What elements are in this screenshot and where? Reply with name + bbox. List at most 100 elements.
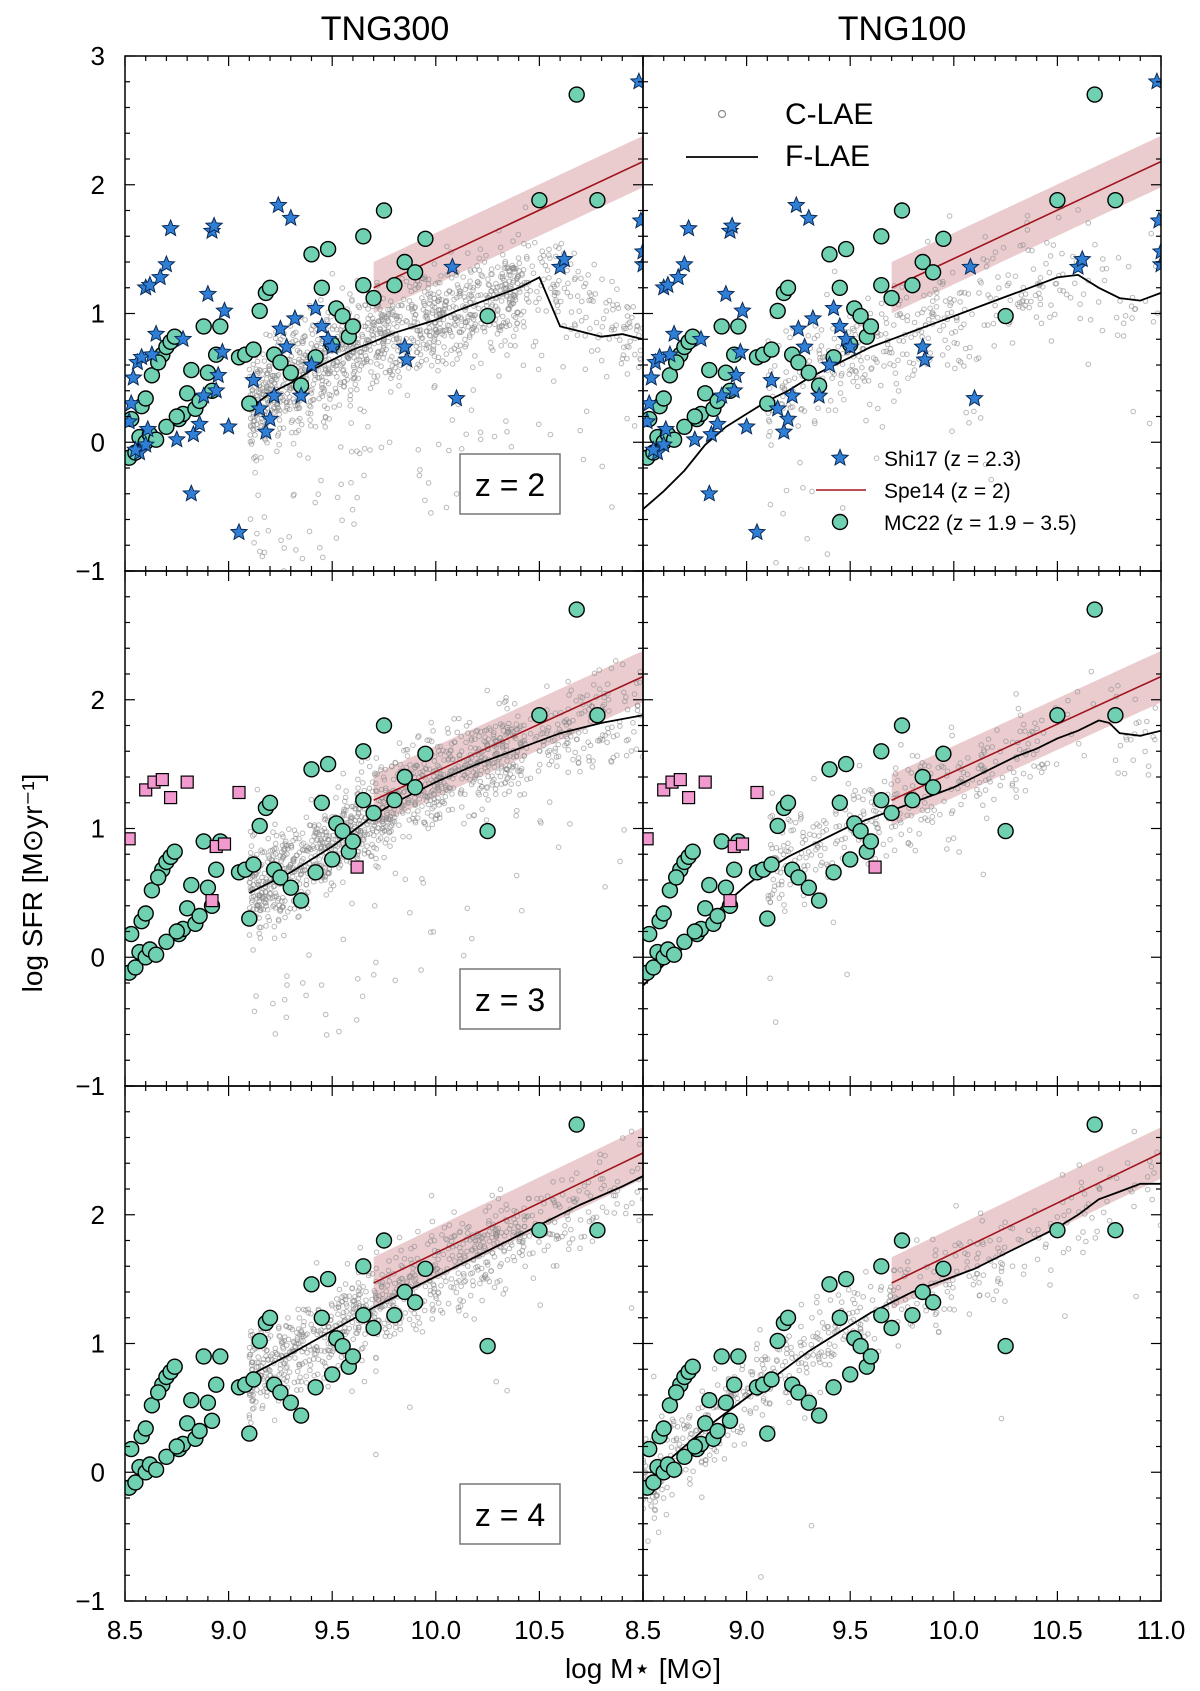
c-lae-point <box>310 381 317 388</box>
c-lae-point <box>769 790 776 796</box>
c-lae-point <box>989 771 996 777</box>
c-lae-point <box>787 404 794 411</box>
c-lae-point <box>772 363 778 369</box>
c-lae-point <box>437 743 444 750</box>
mc22-point <box>158 933 175 950</box>
c-lae-point <box>790 827 797 833</box>
c-lae-point <box>277 425 283 432</box>
spe14-line <box>891 675 1161 801</box>
shi17-point <box>1147 71 1161 90</box>
c-lae-point <box>994 727 1000 733</box>
mc22-point <box>676 933 693 950</box>
mc22-point <box>143 1397 161 1414</box>
c-lae-point <box>803 854 809 861</box>
mc22-point <box>1049 707 1066 724</box>
c-lae-point <box>330 1348 336 1355</box>
c-lae-point <box>423 798 430 804</box>
c-lae-point <box>534 288 540 295</box>
c-lae-point <box>545 1243 551 1249</box>
c-lae-point <box>499 742 506 748</box>
c-lae-point <box>577 427 584 434</box>
c-lae-point <box>576 729 582 736</box>
c-lae-point <box>246 1344 253 1351</box>
c-lae-point <box>254 786 261 793</box>
c-lae-point <box>925 316 932 323</box>
mc22-point <box>168 408 186 425</box>
c-lae-point <box>350 362 357 369</box>
c-lae-point <box>485 281 492 288</box>
mc22-point <box>883 804 900 822</box>
c-lae-point <box>340 360 347 366</box>
c-lae-point <box>513 721 520 728</box>
mc22-point <box>386 277 403 294</box>
x-tick-label: 10.5 <box>514 1615 565 1645</box>
c-lae-point <box>344 354 351 361</box>
c-lae-point <box>476 791 482 798</box>
c-lae-point <box>338 444 344 450</box>
c-lae-point <box>566 720 573 726</box>
c-lae-point <box>906 827 913 834</box>
c-lae-point <box>435 441 442 448</box>
c-lae-point <box>625 736 632 743</box>
c-lae-point <box>444 272 450 278</box>
c-lae-point <box>375 864 381 870</box>
shi17-point <box>633 254 643 273</box>
c-lae-point <box>251 540 257 546</box>
c-lae-point <box>443 504 450 511</box>
c-lae-point <box>506 1226 513 1232</box>
mc22-point <box>406 264 424 281</box>
c-lae-point <box>304 1350 310 1356</box>
c-lae-point <box>396 822 402 829</box>
x-axis-label: log M⋆ [M⊙] <box>565 1653 721 1684</box>
c-lae-point <box>459 1220 466 1227</box>
c-lae-point <box>1048 302 1054 308</box>
c-lae-point <box>606 336 612 342</box>
mc22-point <box>375 717 393 734</box>
c-lae-point <box>246 1415 253 1421</box>
c-lae-point <box>544 749 551 756</box>
c-lae-point <box>624 303 630 310</box>
c-lae-point <box>424 810 431 816</box>
c-lae-point <box>1046 269 1053 276</box>
c-lae-point <box>349 506 356 513</box>
c-lae-point <box>355 1295 362 1302</box>
c-lae-point <box>804 535 811 542</box>
c-lae-point <box>477 1280 483 1287</box>
c-lae-point <box>464 1248 470 1255</box>
mc22-point <box>769 817 786 835</box>
c-lae-point <box>567 293 574 300</box>
c-lae-point <box>958 289 965 296</box>
c-lae-point <box>874 825 881 831</box>
shi17-point <box>913 337 933 355</box>
c-lae-point <box>269 847 276 854</box>
c-lae-point <box>360 780 366 786</box>
c-lae-point <box>873 455 880 462</box>
c-lae-point <box>836 823 843 829</box>
c-lae-point <box>382 1326 389 1332</box>
c-lae-point <box>807 831 813 838</box>
c-lae-point <box>945 837 952 843</box>
c-lae-point <box>518 772 524 779</box>
c-lae-point <box>544 683 550 690</box>
c-lae-point <box>1145 763 1152 770</box>
c-lae-point <box>309 386 315 393</box>
c-lae-point <box>779 383 786 389</box>
c-lae-point <box>1132 696 1138 703</box>
mc22-point <box>365 289 382 307</box>
c-lae-point <box>452 315 459 322</box>
c-lae-point <box>411 305 418 311</box>
c-lae-point <box>1009 781 1016 787</box>
c-lae-point <box>798 1301 805 1308</box>
c-lae-point <box>864 354 871 361</box>
c-lae-point <box>550 1179 556 1185</box>
c-lae-point <box>946 213 953 219</box>
mc22-point <box>686 408 703 425</box>
c-lae-point <box>780 843 787 849</box>
shi17-point <box>1149 210 1161 229</box>
c-lae-point <box>298 870 305 877</box>
c-lae-point <box>767 893 774 899</box>
c-lae-point <box>443 360 449 367</box>
mc22-point <box>292 892 310 909</box>
c-lae-point <box>494 264 501 271</box>
mc22-point <box>873 743 890 760</box>
